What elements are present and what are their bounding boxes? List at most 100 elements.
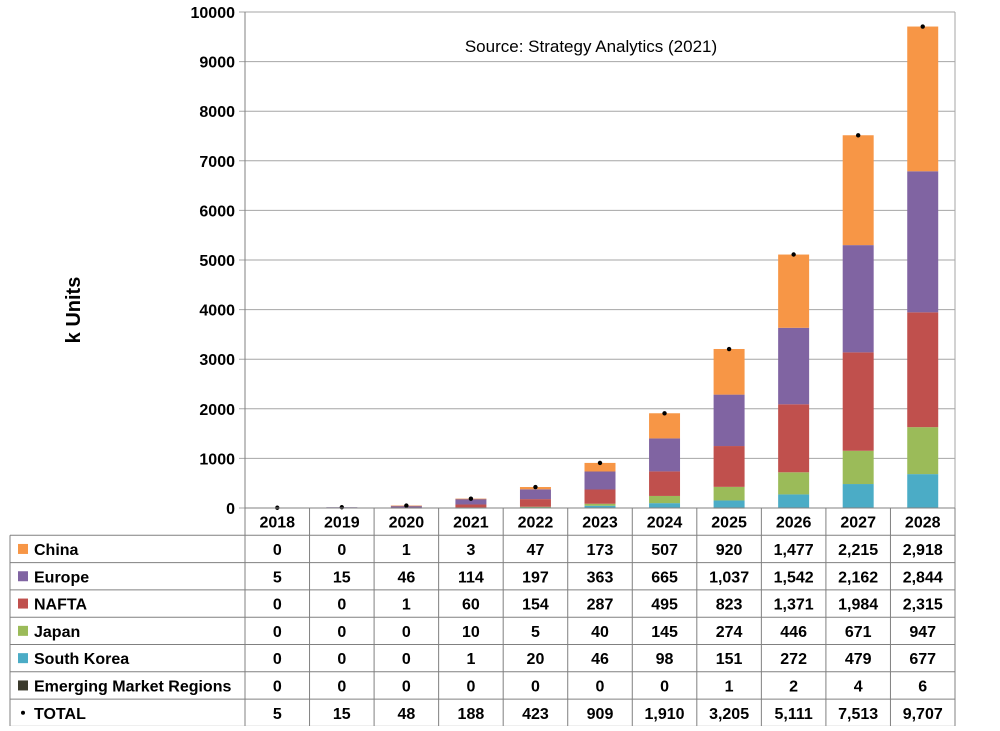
total-marker [662,411,667,416]
data-label: 287 [587,597,614,614]
data-label: 48 [397,706,415,723]
data-label: 3,205 [709,706,749,723]
bar-nafta [907,312,939,428]
data-label: 0 [402,624,411,641]
data-label: 15 [333,706,351,723]
data-label: 46 [591,651,609,668]
data-label: 2,918 [903,542,943,559]
data-table: 2018 2019 2020 2021 2022 2023 2024 2025 2026 2027… [9,507,956,727]
legend-label: Europe [34,569,89,586]
data-label: 10 [462,624,480,641]
data-label: 7,513 [838,706,878,723]
data-label: 5,111 [774,706,812,723]
data-label: 197 [522,569,549,586]
data-label: 47 [527,542,545,559]
data-label: 114 [458,569,484,586]
bar-china [649,413,681,439]
data-label: 6 [918,678,927,695]
bar-nafta [455,504,487,508]
data-label: 151 [716,651,743,668]
legend-key-emerging-market-regions [18,680,28,691]
x-tick-label: 2020 [389,515,425,532]
data-label: 2 [789,678,798,695]
data-label: 1,477 [774,542,814,559]
data-label: 671 [845,624,872,641]
y-tick-label: 3000 [199,352,235,369]
total-marker [597,460,603,466]
bar-nafta [519,499,551,507]
data-label: 1 [402,597,411,614]
data-label: 2,315 [903,597,943,614]
y-tick-label: 6000 [199,203,235,220]
data-label: 272 [780,651,807,668]
y-tick-label: 10000 [191,5,236,22]
bar-nafta [713,446,745,487]
y-tick-label: 0 [226,501,235,518]
data-label: 145 [651,624,678,641]
data-label: 920 [716,542,743,559]
data-label: 1,542 [774,569,814,586]
data-label: 0 [337,597,346,614]
data-label: 947 [909,624,936,641]
data-label: 0 [337,678,346,695]
data-label: 0 [660,678,669,695]
data-label: 363 [587,569,614,586]
data-label: 0 [402,678,411,695]
legend-label: China [34,542,79,559]
bar-europe [519,489,551,500]
bar-japan [778,472,810,495]
bar-europe [907,171,939,313]
data-label: 0 [337,624,346,641]
bar-japan [584,503,616,506]
y-tick-label: 1000 [199,451,235,468]
data-label: 1,037 [709,569,749,586]
y-axis-label: k Units [63,277,85,344]
y-tick-label: 9000 [199,55,235,72]
data-label: 665 [651,569,678,586]
x-tick-label: 2027 [840,515,876,532]
legend-key-nafta [18,598,28,609]
data-label: 4 [854,678,863,695]
data-label: 1,910 [645,706,685,723]
data-label: 823 [716,597,743,614]
bar-europe [584,471,616,490]
x-tick-label: 2028 [905,515,941,532]
bar-europe [455,498,487,505]
data-label: 9,707 [903,706,943,723]
data-label: 1 [402,542,411,559]
total-marker [855,133,861,138]
bar-south-korea [713,500,745,508]
data-label: 0 [466,678,475,695]
bar-europe [649,438,681,472]
data-label: 0 [273,597,282,614]
total-marker [726,346,732,352]
y-tick-label: 5000 [199,253,235,270]
data-label: 1 [466,651,475,668]
data-label: 479 [845,651,872,668]
bar-nafta [842,352,874,451]
data-label: 495 [651,597,678,614]
bar-china [907,26,939,172]
x-tick-label: 2024 [647,515,683,532]
bar-china [584,462,616,472]
data-label: 0 [273,542,282,559]
data-label: 5 [273,569,282,586]
data-label: 0 [273,651,282,668]
y-tick-label: 2000 [199,402,235,419]
bar-china [842,135,874,246]
bar-nafta [778,404,810,473]
bar-nafta [584,489,616,504]
x-tick-label: 2022 [518,515,554,532]
bar-japan [842,450,874,485]
data-label: 0 [273,678,282,695]
data-label: 423 [522,706,549,723]
data-label: 0 [531,678,540,695]
data-label: 188 [458,706,485,723]
data-label: 446 [780,624,807,641]
legend-label: Japan [34,624,80,641]
bar-south-korea [649,503,681,508]
x-tick-label: 2021 [453,515,489,532]
y-tick-label: 8000 [199,104,235,121]
x-tick-label: 2025 [711,515,747,532]
